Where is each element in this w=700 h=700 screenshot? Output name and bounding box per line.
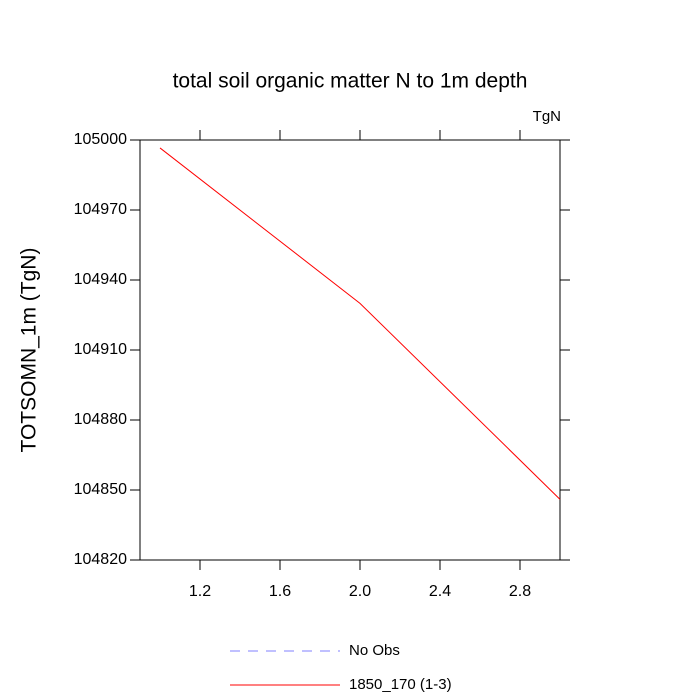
legend-label: 1850_170 (1-3) [349, 676, 452, 693]
x-tick-label: 2.8 [509, 583, 531, 600]
y-tick-label: 104880 [74, 411, 127, 428]
chart-title: total soil organic matter N to 1m depth [173, 70, 528, 93]
legend-label: No Obs [349, 642, 400, 659]
y-tick-label: 104910 [74, 341, 127, 358]
y-tick-label: 104970 [74, 201, 127, 218]
y-axis-label: TOTSOMN_1m (TgN) [18, 248, 41, 453]
units-label: TgN [533, 108, 561, 125]
y-tick-label: 104940 [74, 271, 127, 288]
series-line [159, 147, 561, 500]
x-tick-label: 2.4 [429, 583, 451, 600]
y-tick-label: 105000 [74, 131, 127, 148]
x-tick-label: 1.2 [189, 583, 211, 600]
plot-frame [139, 139, 561, 561]
x-tick-label: 2.0 [349, 583, 371, 600]
x-tick-label: 1.6 [269, 583, 291, 600]
y-tick-label: 104820 [74, 551, 127, 568]
y-tick-label: 104850 [74, 481, 127, 498]
